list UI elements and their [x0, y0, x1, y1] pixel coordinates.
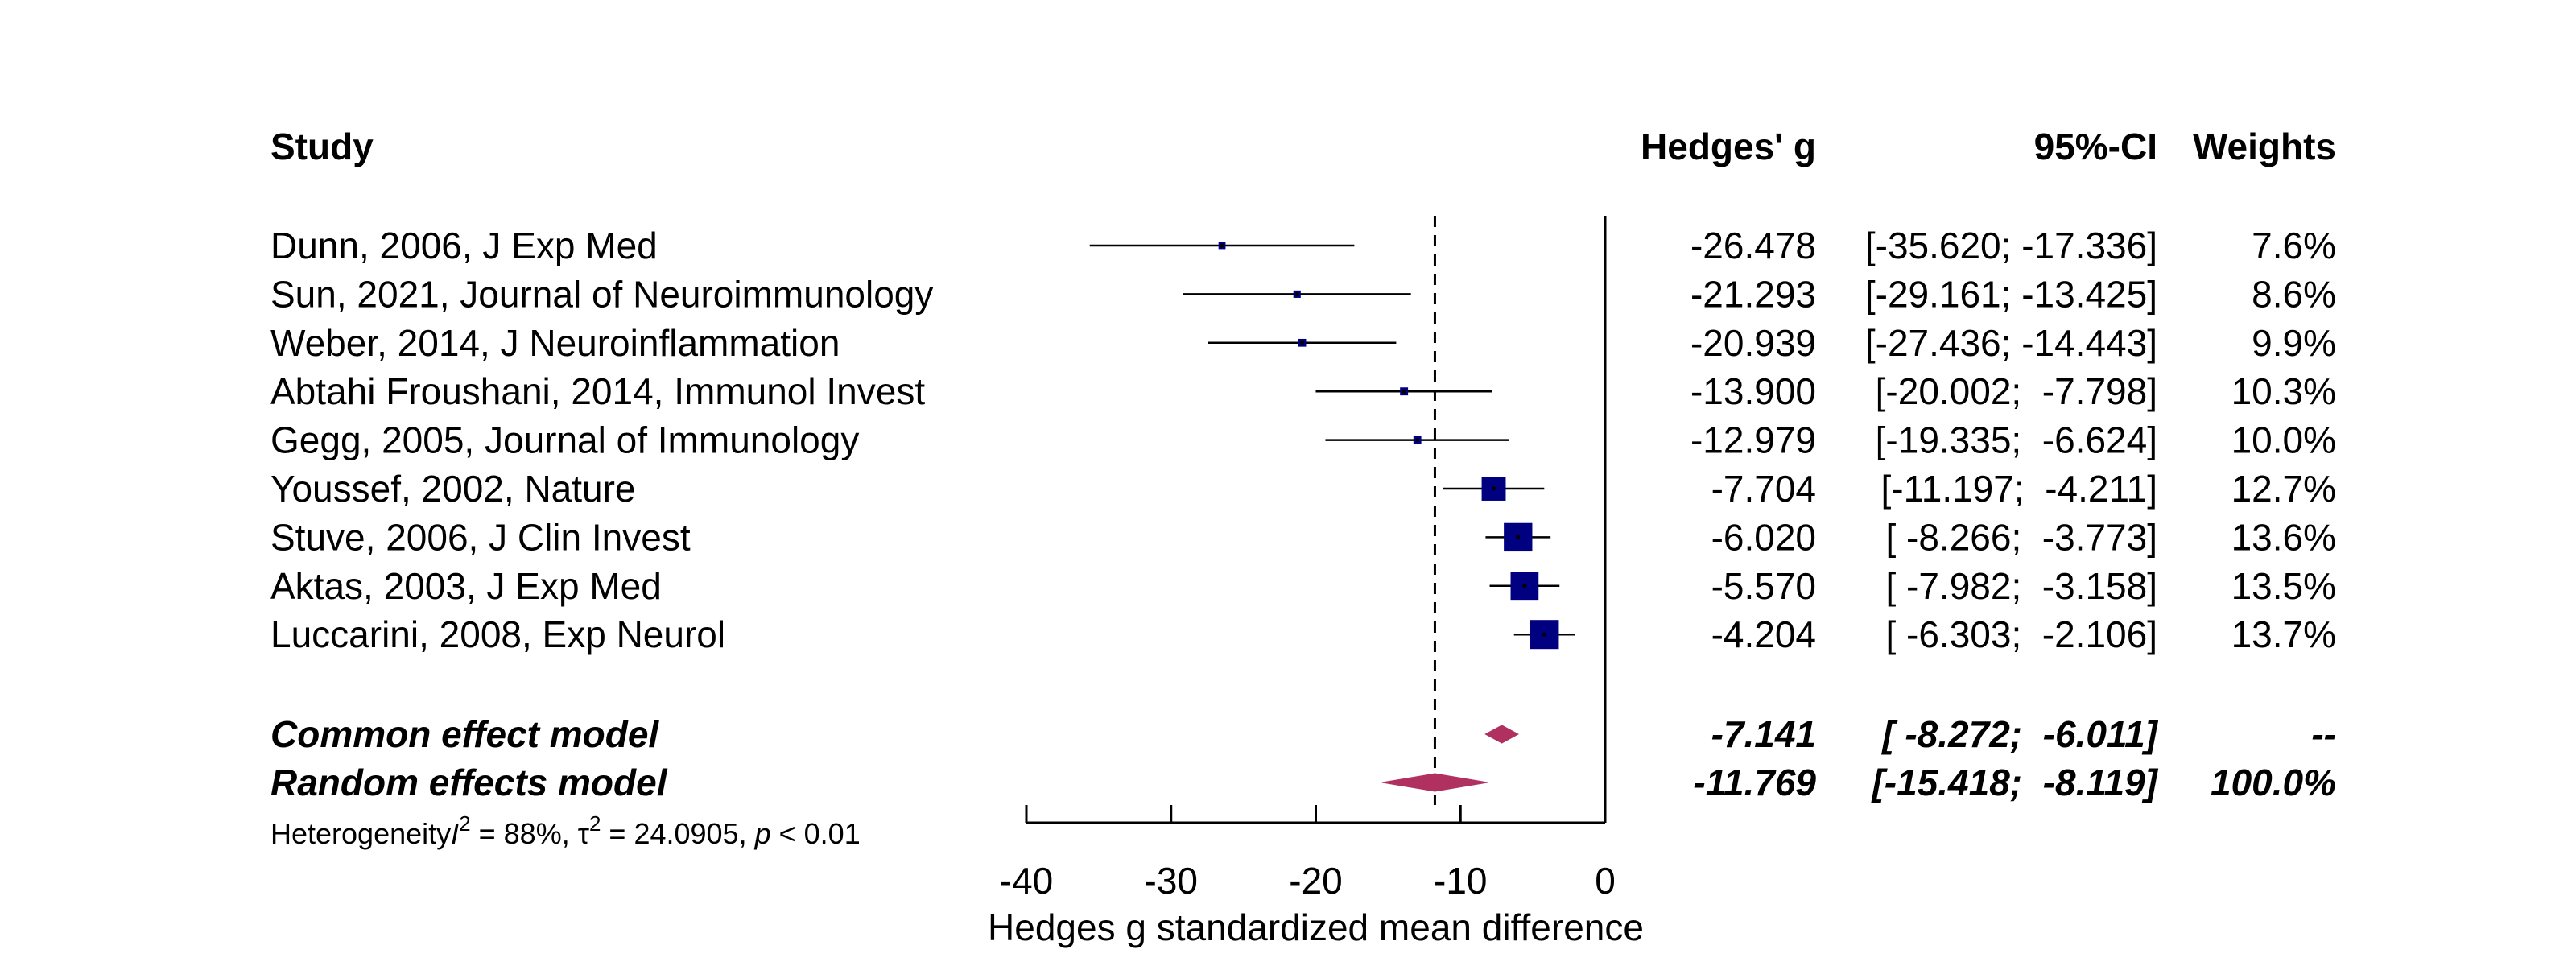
summary-weight-value: --: [2311, 713, 2336, 755]
summary-weight-value: 100.0%: [2211, 762, 2336, 803]
effect-value: -20.939: [1690, 322, 1816, 364]
effect-value: -5.570: [1711, 565, 1816, 607]
summary-ci-value: [ -8.272; -6.011]: [1880, 713, 2158, 755]
ci-value: [-19.335; -6.624]: [1876, 419, 2157, 461]
study-row: Gegg, 2005, Journal of Immunology -12.979…: [270, 419, 2336, 461]
weight-value: 8.6%: [2252, 273, 2336, 315]
study-row: Luccarini, 2008, Exp Neurol -4.204 [ -6.30…: [270, 613, 2336, 655]
weight-value: 13.7%: [2231, 613, 2336, 655]
study-label: Sun, 2021, Journal of Neuroimmunology: [270, 273, 933, 315]
study-label: Luccarini, 2008, Exp Neurol: [270, 613, 725, 655]
ci-value: [ -7.982; -3.158]: [1885, 565, 2157, 607]
ci-value: [-35.620; -17.336]: [1865, 225, 2157, 266]
effect-value: -4.204: [1711, 613, 1816, 655]
tau-symbol: τ: [578, 817, 589, 850]
summary-diamond: [1484, 724, 1520, 744]
effect-value: -21.293: [1690, 273, 1816, 315]
ci-value: [ -6.303; -2.106]: [1885, 613, 2157, 655]
weight-value: 9.9%: [2252, 322, 2336, 364]
summary-row: Random effects model -11.769 [-15.418; -8.…: [270, 762, 2336, 803]
effect-point: [1220, 243, 1224, 248]
x-axis-label: Hedges g standardized mean difference: [988, 906, 1644, 948]
effect-point: [1294, 291, 1299, 296]
study-row: Aktas, 2003, J Exp Med -5.570 [ -7.982; -3…: [270, 565, 2336, 607]
study-label: Youssef, 2002, Nature: [270, 468, 636, 510]
study-row: Weber, 2014, J Neuroinflammation -20.939 […: [270, 322, 2336, 364]
weight-value: 10.0%: [2231, 419, 2336, 461]
p-symbol: p: [754, 817, 771, 850]
study-row: Sun, 2021, Journal of Neuroimmunology -21…: [270, 273, 2336, 315]
effect-value: -13.900: [1690, 370, 1816, 412]
header-weights: Weights: [2193, 126, 2336, 167]
weight-value: 10.3%: [2231, 370, 2336, 412]
effect-point: [1542, 632, 1546, 637]
tick-label: -40: [1000, 860, 1053, 902]
summary-label: Common effect model: [270, 713, 659, 755]
summary-label: Random effects model: [270, 762, 668, 803]
weight-value: 13.5%: [2231, 565, 2336, 607]
study-label: Gegg, 2005, Journal of Immunology: [270, 419, 859, 461]
tick-label: -20: [1289, 860, 1342, 902]
study-label: Aktas, 2003, J Exp Med: [270, 565, 662, 607]
effect-point: [1300, 341, 1305, 345]
i2-symbol: I: [451, 817, 459, 850]
i2-value: = 88%,: [471, 817, 578, 850]
effect-value: -6.020: [1711, 516, 1816, 558]
ci-value: [ -8.266; -3.773]: [1885, 516, 2157, 558]
summary-row: Common effect model -7.141 [ -8.272; -6.01…: [270, 713, 2336, 755]
summary-effect-value: -11.769: [1693, 762, 1816, 803]
ci-value: [-29.161; -13.425]: [1865, 273, 2157, 315]
effect-point: [1492, 486, 1496, 491]
effect-point: [1402, 389, 1406, 394]
effect-point: [1516, 535, 1521, 539]
effect-value: -12.979: [1690, 419, 1816, 461]
heterogeneity-text: HeterogeneityI2 = 88%, τ2 = 24.0905, p <…: [270, 811, 861, 850]
header-study: Study: [270, 126, 374, 167]
effect-value: -7.704: [1711, 468, 1816, 510]
summary-rows: Common effect model -7.141 [ -8.272; -6.01…: [270, 713, 2336, 803]
study-label: Stuve, 2006, J Clin Invest: [270, 516, 691, 558]
x-axis: -40 -30 -20 -10 0: [1000, 805, 1616, 902]
effect-value: -26.478: [1690, 225, 1816, 266]
tick-label: -10: [1434, 860, 1487, 902]
ci-value: [-11.197; -4.211]: [1880, 468, 2157, 510]
summary-effect-value: -7.141: [1711, 713, 1816, 755]
weight-value: 12.7%: [2231, 468, 2336, 510]
effect-point: [1415, 438, 1420, 443]
study-label: Weber, 2014, J Neuroinflammation: [270, 322, 840, 364]
study-row: Youssef, 2002, Nature -7.704 [-11.197; -4.…: [270, 468, 2336, 510]
weight-value: 7.6%: [2252, 225, 2336, 266]
study-row: Stuve, 2006, J Clin Invest -6.020 [ -8.266…: [270, 516, 2336, 558]
header-effect: Hedges' g: [1641, 126, 1816, 167]
summary-diamond: [1381, 773, 1488, 792]
tick-label: -30: [1145, 860, 1198, 902]
tau-value: = 24.0905,: [601, 817, 754, 850]
study-rows: Dunn, 2006, J Exp Med -26.478 [-35.620; -1…: [270, 225, 2336, 655]
study-row: Abtahi Froushani, 2014, Immunol Invest -1…: [270, 370, 2336, 412]
heterogeneity-prefix: Heterogeneity: [270, 817, 451, 850]
summary-ci-value: [-15.418; -8.119]: [1870, 762, 2158, 803]
effect-point: [1522, 584, 1527, 588]
p-value: < 0.01: [771, 817, 861, 850]
ci-value: [-27.436; -14.443]: [1865, 322, 2157, 364]
study-row: Dunn, 2006, J Exp Med -26.478 [-35.620; -1…: [270, 225, 2336, 266]
study-label: Abtahi Froushani, 2014, Immunol Invest: [270, 370, 925, 412]
weight-value: 13.6%: [2231, 516, 2336, 558]
study-label: Dunn, 2006, J Exp Med: [270, 225, 658, 266]
tick-label: 0: [1595, 860, 1616, 902]
header-ci: 95%-CI: [2034, 126, 2157, 167]
ci-value: [-20.002; -7.798]: [1876, 370, 2157, 412]
